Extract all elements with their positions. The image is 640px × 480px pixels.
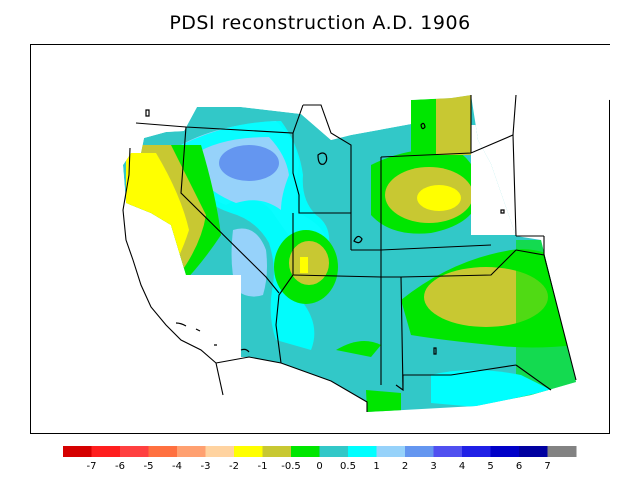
legend-label: 4	[459, 461, 465, 472]
legend-label: 1	[373, 461, 379, 472]
legend-swatch	[177, 446, 206, 457]
field-0-neg0.5-mt	[411, 95, 436, 155]
legend-swatch	[63, 446, 92, 457]
field-0.5-1-south	[431, 370, 551, 407]
legend-label: -7	[87, 461, 97, 472]
legend-swatch	[405, 446, 434, 457]
map-frame	[30, 44, 611, 434]
legend-swatch	[490, 446, 520, 457]
boundaries	[122, 94, 577, 412]
color-legend: -7 -6 -5 -4 -3 -2 -1 -0.5 0 0.5 1 2 3 4 5 6 7	[63, 446, 577, 472]
field-2-3	[219, 145, 279, 181]
legend-labels: -7 -6 -5 -4 -3 -2 -1 -0.5 0 0.5 1 2 3 4 5 6 7	[87, 461, 551, 472]
legend-swatch	[433, 446, 463, 457]
legend-label: 0	[316, 461, 322, 472]
legend-swatch	[234, 446, 263, 457]
legend-swatch	[91, 446, 121, 457]
legend-label: -0.5	[281, 461, 301, 472]
legend-label: 6	[516, 461, 522, 472]
legend-swatch	[262, 446, 292, 457]
legend-swatch	[319, 446, 349, 457]
map-title: PDSI reconstruction A.D. 1906	[169, 12, 471, 34]
legend-swatch	[376, 446, 406, 457]
legend-swatch	[462, 446, 491, 457]
map-masks	[31, 45, 611, 203]
legend-swatch	[519, 446, 548, 457]
legend-swatches	[63, 446, 577, 457]
field-neg1-neg2-utah	[300, 257, 308, 273]
legend-label: -2	[229, 461, 239, 472]
legend-label: -5	[144, 461, 154, 472]
legend-swatch	[120, 446, 149, 457]
field-0-neg0.5-az	[336, 341, 381, 357]
legend-swatch	[148, 446, 178, 457]
field-0-neg0.5-tx	[366, 390, 401, 412]
legend-label: 2	[402, 461, 408, 472]
legend-swatch	[348, 446, 377, 457]
legend-label: 3	[430, 461, 436, 472]
legend-swatch	[205, 446, 235, 457]
field-neg0.5-neg1-utah	[289, 241, 329, 285]
field-no-data-plains	[471, 125, 531, 235]
field-neg2-neg3-west	[127, 225, 171, 250]
legend-label: -3	[201, 461, 211, 472]
legend-label: -4	[172, 461, 182, 472]
legend-label: -1	[258, 461, 268, 472]
field-neg0.5-neg1-mt	[436, 95, 471, 155]
legend-swatch	[547, 446, 577, 457]
pdsi-map	[31, 45, 611, 412]
lakes	[145, 109, 505, 355]
field-neg1-neg2-wy	[417, 185, 461, 211]
legend-label: 0.5	[340, 461, 356, 472]
legend-label: 5	[487, 461, 493, 472]
legend-label: 7	[544, 461, 550, 472]
legend-label: -6	[115, 461, 125, 472]
legend-swatch	[291, 446, 320, 457]
